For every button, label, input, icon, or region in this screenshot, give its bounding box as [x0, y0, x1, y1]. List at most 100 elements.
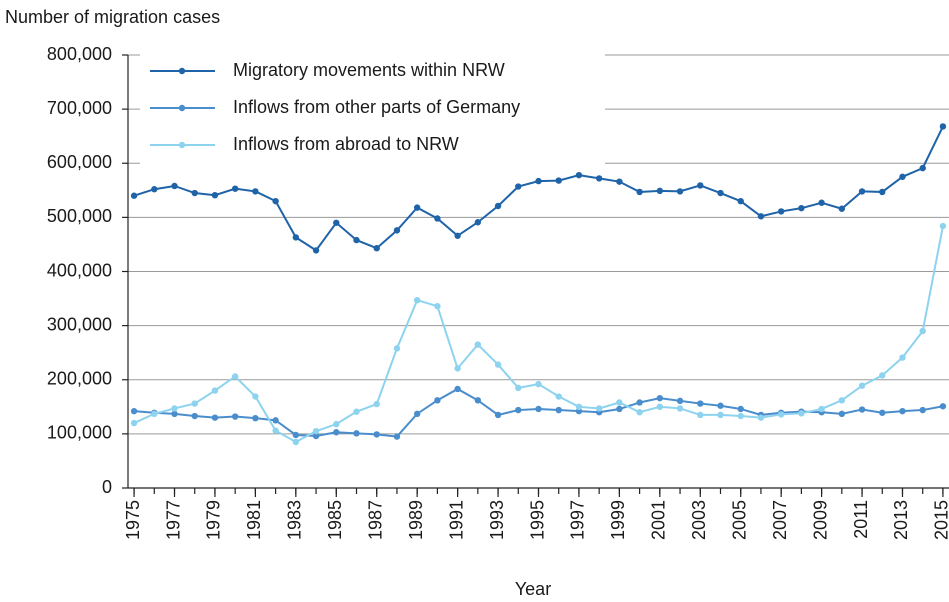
data-point [636, 188, 643, 196]
data-point [798, 204, 805, 212]
data-point [798, 410, 805, 417]
y-tick-label: 700,000 [47, 98, 112, 118]
x-tick-label: 2013 [891, 500, 911, 540]
data-point [454, 232, 461, 239]
legend-marker [178, 104, 186, 112]
data-point [373, 431, 380, 438]
data-point [171, 182, 178, 190]
x-axis-title: Year [515, 579, 551, 599]
data-point [272, 417, 279, 424]
data-point [373, 245, 380, 252]
data-point [737, 405, 744, 413]
data-point [252, 414, 259, 422]
data-point [333, 219, 340, 226]
data-point [818, 405, 825, 413]
data-point [555, 177, 562, 184]
legend-label: Inflows from other parts of Germany [233, 97, 520, 117]
legend-marker [178, 141, 186, 149]
data-point [292, 431, 300, 439]
data-point [494, 411, 502, 419]
data-point [535, 405, 542, 413]
data-point [757, 414, 765, 421]
data-point [899, 354, 906, 361]
data-point [130, 192, 138, 199]
data-point [434, 397, 441, 404]
data-point [474, 219, 482, 226]
data-point [919, 406, 926, 414]
data-point [939, 403, 947, 410]
data-point [717, 402, 724, 409]
data-point [656, 187, 664, 195]
data-point [858, 406, 866, 413]
data-point [818, 199, 825, 206]
data-point [737, 197, 744, 205]
data-point [231, 185, 239, 192]
data-point [919, 164, 926, 172]
x-tick-label: 1999 [608, 500, 628, 540]
y-tick-label: 600,000 [47, 152, 112, 172]
data-point [697, 411, 704, 419]
x-tick-label: 2015 [932, 500, 949, 540]
x-tick-label: 1977 [163, 500, 183, 540]
data-point [515, 183, 522, 190]
y-tick-label: 300,000 [47, 314, 112, 334]
x-tick-label: 1991 [446, 500, 466, 540]
data-point [939, 123, 947, 130]
legend-label: Inflows from abroad to NRW [233, 134, 459, 154]
data-point [292, 438, 300, 446]
data-point [130, 407, 138, 415]
data-point [191, 412, 198, 420]
data-point [413, 296, 421, 304]
data-point [231, 373, 239, 380]
data-point [312, 247, 320, 254]
data-point [919, 327, 926, 335]
data-point [393, 227, 401, 234]
x-tick-label: 1983 [285, 500, 305, 540]
data-point [393, 433, 401, 440]
x-tick-label: 1987 [365, 500, 385, 540]
y-tick-label: 0 [102, 477, 112, 497]
data-point [858, 382, 866, 389]
data-point [737, 412, 744, 420]
data-point [211, 191, 219, 199]
data-point [535, 177, 542, 185]
x-tick-label: 1989 [406, 500, 426, 540]
data-point [535, 380, 542, 388]
data-point [616, 178, 623, 185]
x-tick-label: 1979 [204, 500, 224, 540]
data-point [697, 182, 704, 189]
data-point [151, 186, 158, 193]
data-point [272, 197, 279, 205]
data-point [777, 411, 785, 418]
data-point [333, 429, 340, 436]
data-point [494, 361, 502, 368]
x-tick-label: 2005 [729, 500, 749, 540]
x-tick-label: 1981 [244, 500, 264, 540]
data-point [777, 208, 785, 215]
data-point [434, 215, 441, 222]
data-point [676, 405, 684, 412]
x-tick-label: 1993 [487, 500, 507, 540]
x-tick-label: 2001 [649, 500, 669, 540]
legend-marker [178, 67, 186, 75]
data-point [252, 393, 259, 400]
data-point [879, 372, 886, 379]
data-point [717, 189, 724, 197]
data-point [413, 204, 421, 211]
data-point [454, 385, 461, 393]
data-point [191, 189, 198, 197]
data-point [434, 302, 441, 310]
data-point [838, 410, 846, 418]
y-axis-title: Number of migration cases [5, 7, 220, 27]
data-point [838, 397, 846, 404]
data-point [676, 397, 684, 405]
data-point [879, 409, 886, 416]
data-point [757, 213, 765, 220]
data-point [413, 410, 421, 418]
data-point [393, 345, 401, 352]
data-point [292, 234, 300, 241]
x-tick-label: 2003 [689, 500, 709, 540]
data-point [858, 188, 866, 195]
data-point [697, 400, 704, 407]
